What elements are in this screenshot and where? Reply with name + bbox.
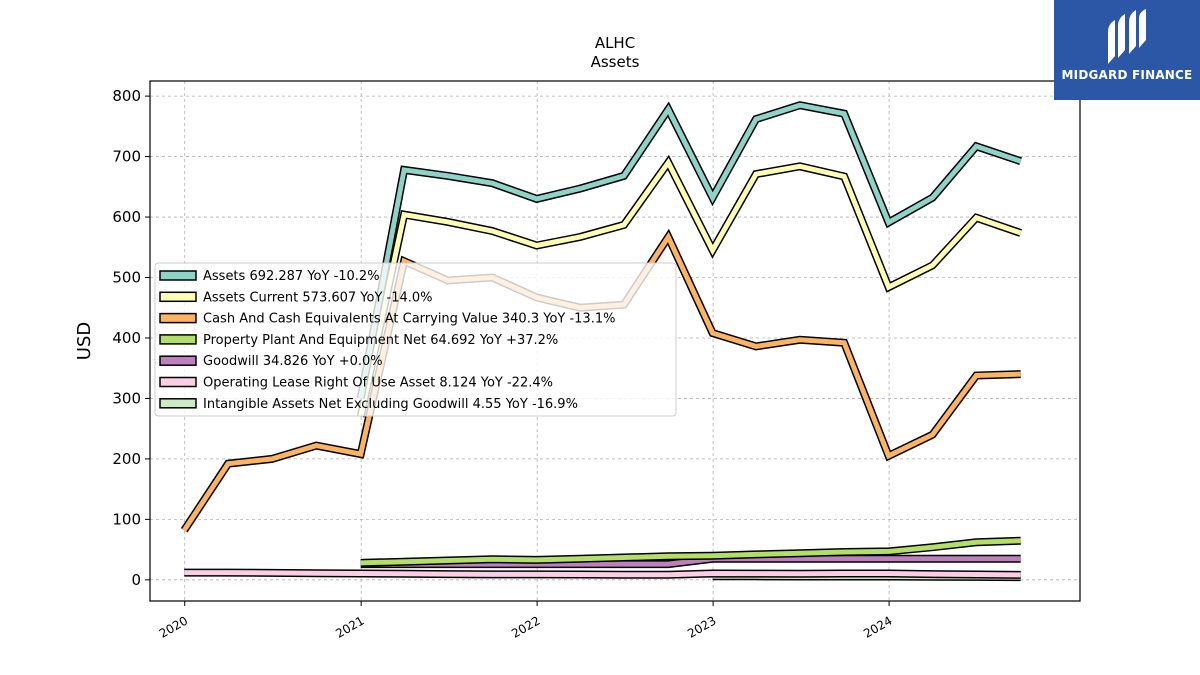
legend-entry: Operating Lease Right Of Use Asset 8.124… <box>203 376 553 391</box>
legend-entry: Goodwill 34.826 YoY +0.0% <box>203 354 383 369</box>
y-tick-label: 100 <box>112 510 141 528</box>
series-line <box>360 556 1021 567</box>
legend-swatch <box>159 355 197 366</box>
series-line <box>184 570 1021 578</box>
y-tick-label: 300 <box>112 389 141 407</box>
y-tick-label: 600 <box>112 208 141 226</box>
legend-entry: Property Plant And Equipment Net 64.692 … <box>203 333 558 348</box>
y-tick-label: 200 <box>112 450 141 468</box>
legend-swatch <box>159 270 197 281</box>
legend-swatch <box>159 398 197 409</box>
y-tick-label: 500 <box>112 269 141 287</box>
series-line <box>358 102 1022 399</box>
logo-text: MIDGARD FINANCE <box>1061 68 1193 82</box>
y-tick-label: 0 <box>131 571 141 589</box>
legend-swatch <box>159 334 197 345</box>
x-tick-label: 2021 <box>333 613 366 640</box>
y-tick-label: 400 <box>112 329 141 347</box>
legend-entry: Cash And Cash Equivalents At Carrying Va… <box>203 312 615 327</box>
x-tick-label: 2024 <box>861 613 894 640</box>
brand-logo: MIDGARD FINANCE <box>1054 0 1200 100</box>
legend-entry: Assets 692.287 YoY -10.2% <box>203 269 380 284</box>
legend-swatch <box>159 291 197 303</box>
logo-mark-icon <box>1108 9 1146 64</box>
y-tick-label: 700 <box>112 148 141 166</box>
plot-frame <box>149 80 1081 602</box>
x-tick-label: 2020 <box>157 613 190 640</box>
legend-box <box>154 262 677 417</box>
legend-swatch <box>159 312 197 324</box>
y-axis-label: USD <box>74 322 95 360</box>
x-tick-label: 2022 <box>509 613 542 640</box>
legend-entry: Assets Current 573.607 YoY -14.0% <box>203 290 433 305</box>
series-line <box>358 157 1022 418</box>
y-tick-label: 800 <box>112 87 141 105</box>
chart-subtitle: Assets <box>591 53 640 71</box>
legend-entry: Intangible Assets Net Excluding Goodwill… <box>203 397 578 412</box>
legend-swatch <box>159 376 197 388</box>
series-line <box>360 538 1021 566</box>
x-tick-label: 2023 <box>685 613 718 640</box>
chart-title: ALHC <box>595 34 635 52</box>
